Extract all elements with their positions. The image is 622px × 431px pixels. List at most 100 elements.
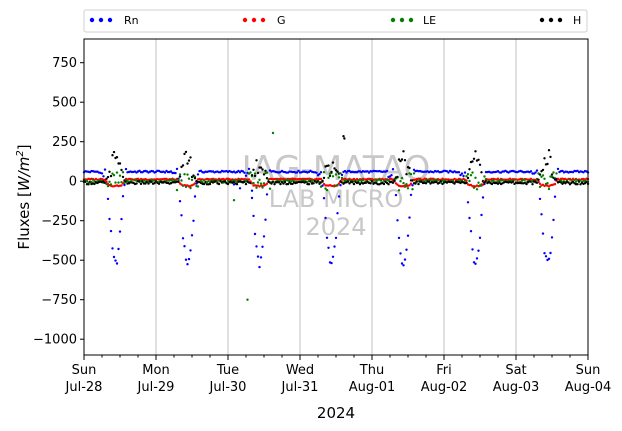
point-le (216, 180, 219, 183)
point-le (186, 173, 189, 176)
point-h (135, 182, 138, 185)
point-h (525, 182, 528, 186)
point-le (190, 178, 194, 182)
point-rn (400, 262, 404, 265)
point-le (555, 172, 558, 175)
point-le (474, 176, 477, 179)
point-rn (232, 183, 236, 186)
point-g (247, 178, 251, 181)
point-rn (163, 171, 167, 174)
point-h (538, 173, 542, 176)
point-rn (409, 193, 413, 197)
point-rn (333, 245, 336, 248)
point-rn (331, 255, 335, 258)
point-rn (117, 247, 120, 251)
point-rn (318, 172, 321, 176)
point-h (346, 180, 350, 183)
point-h (253, 174, 257, 178)
point-h (531, 183, 534, 186)
point-rn (535, 169, 539, 172)
point-le (540, 175, 543, 178)
point-le (246, 298, 249, 301)
point-le (271, 131, 275, 135)
legend-marker-le (408, 17, 414, 23)
y-axis-title-close: ] (15, 144, 33, 150)
point-rn (367, 171, 371, 174)
point-rn (187, 257, 191, 261)
point-rn (340, 173, 344, 177)
point-rn (121, 195, 125, 198)
point-h (348, 182, 351, 185)
point-rn (391, 168, 395, 171)
watermark-line-2: LAB MICRO (269, 185, 404, 213)
point-le (411, 188, 414, 191)
point-le (471, 171, 474, 174)
point-rn (399, 252, 402, 255)
x-tick-label-day: Sun (72, 363, 97, 378)
point-le (375, 180, 378, 183)
point-h (567, 181, 570, 184)
point-rn (468, 216, 471, 220)
point-rn (189, 249, 192, 252)
point-rn (262, 235, 266, 238)
point-rn (241, 170, 245, 173)
point-rn (390, 174, 393, 177)
legend-marker-le (399, 17, 405, 23)
x-tick-label-date: Jul-28 (65, 380, 103, 395)
watermark-line-3: 2024 (305, 213, 366, 241)
point-h (187, 159, 191, 162)
point-rn (538, 197, 542, 201)
legend-marker-le (390, 17, 396, 23)
point-rn (180, 214, 183, 217)
point-h (202, 182, 206, 186)
y-tick-label: −1000 (33, 333, 77, 348)
legend-marker-g (242, 17, 248, 23)
point-le (112, 174, 116, 177)
point-h (405, 173, 408, 176)
point-h (414, 182, 417, 185)
point-h (550, 173, 554, 176)
point-le (109, 183, 113, 186)
legend-label-le: LE (423, 14, 436, 27)
point-rn (319, 171, 323, 174)
point-h (400, 158, 404, 161)
point-le (121, 171, 125, 174)
point-h (424, 182, 428, 185)
point-h (331, 161, 335, 164)
point-rn (111, 247, 114, 250)
point-rn (324, 216, 327, 220)
point-le (183, 173, 186, 176)
point-rn (460, 172, 464, 175)
point-le (405, 183, 408, 186)
point-le (85, 179, 89, 183)
x-tick-label-day: Thu (359, 363, 384, 378)
legend-frame (83, 9, 588, 33)
point-h (115, 156, 119, 159)
point-rn (193, 195, 197, 198)
point-le (187, 177, 191, 180)
point-rn (196, 173, 200, 176)
point-le (465, 175, 468, 178)
point-rn (199, 169, 203, 172)
point-h (255, 159, 258, 162)
point-g (265, 182, 269, 185)
point-rn (462, 174, 465, 178)
point-rn (169, 170, 173, 173)
point-h (466, 176, 470, 180)
point-le (337, 176, 341, 179)
point-h (177, 180, 180, 183)
point-le (90, 180, 93, 184)
point-h (270, 182, 273, 185)
point-h (244, 182, 248, 186)
point-rn (297, 169, 300, 172)
point-le (325, 188, 329, 192)
x-tick-label-day: Mon (142, 363, 169, 378)
point-h (396, 175, 399, 179)
legend-item-h: H (539, 14, 581, 27)
point-rn (327, 246, 330, 249)
point-rn (174, 171, 177, 175)
point-le (123, 181, 126, 185)
legend-marker-rn (107, 17, 113, 23)
point-rn (463, 171, 467, 174)
point-h (397, 158, 401, 161)
